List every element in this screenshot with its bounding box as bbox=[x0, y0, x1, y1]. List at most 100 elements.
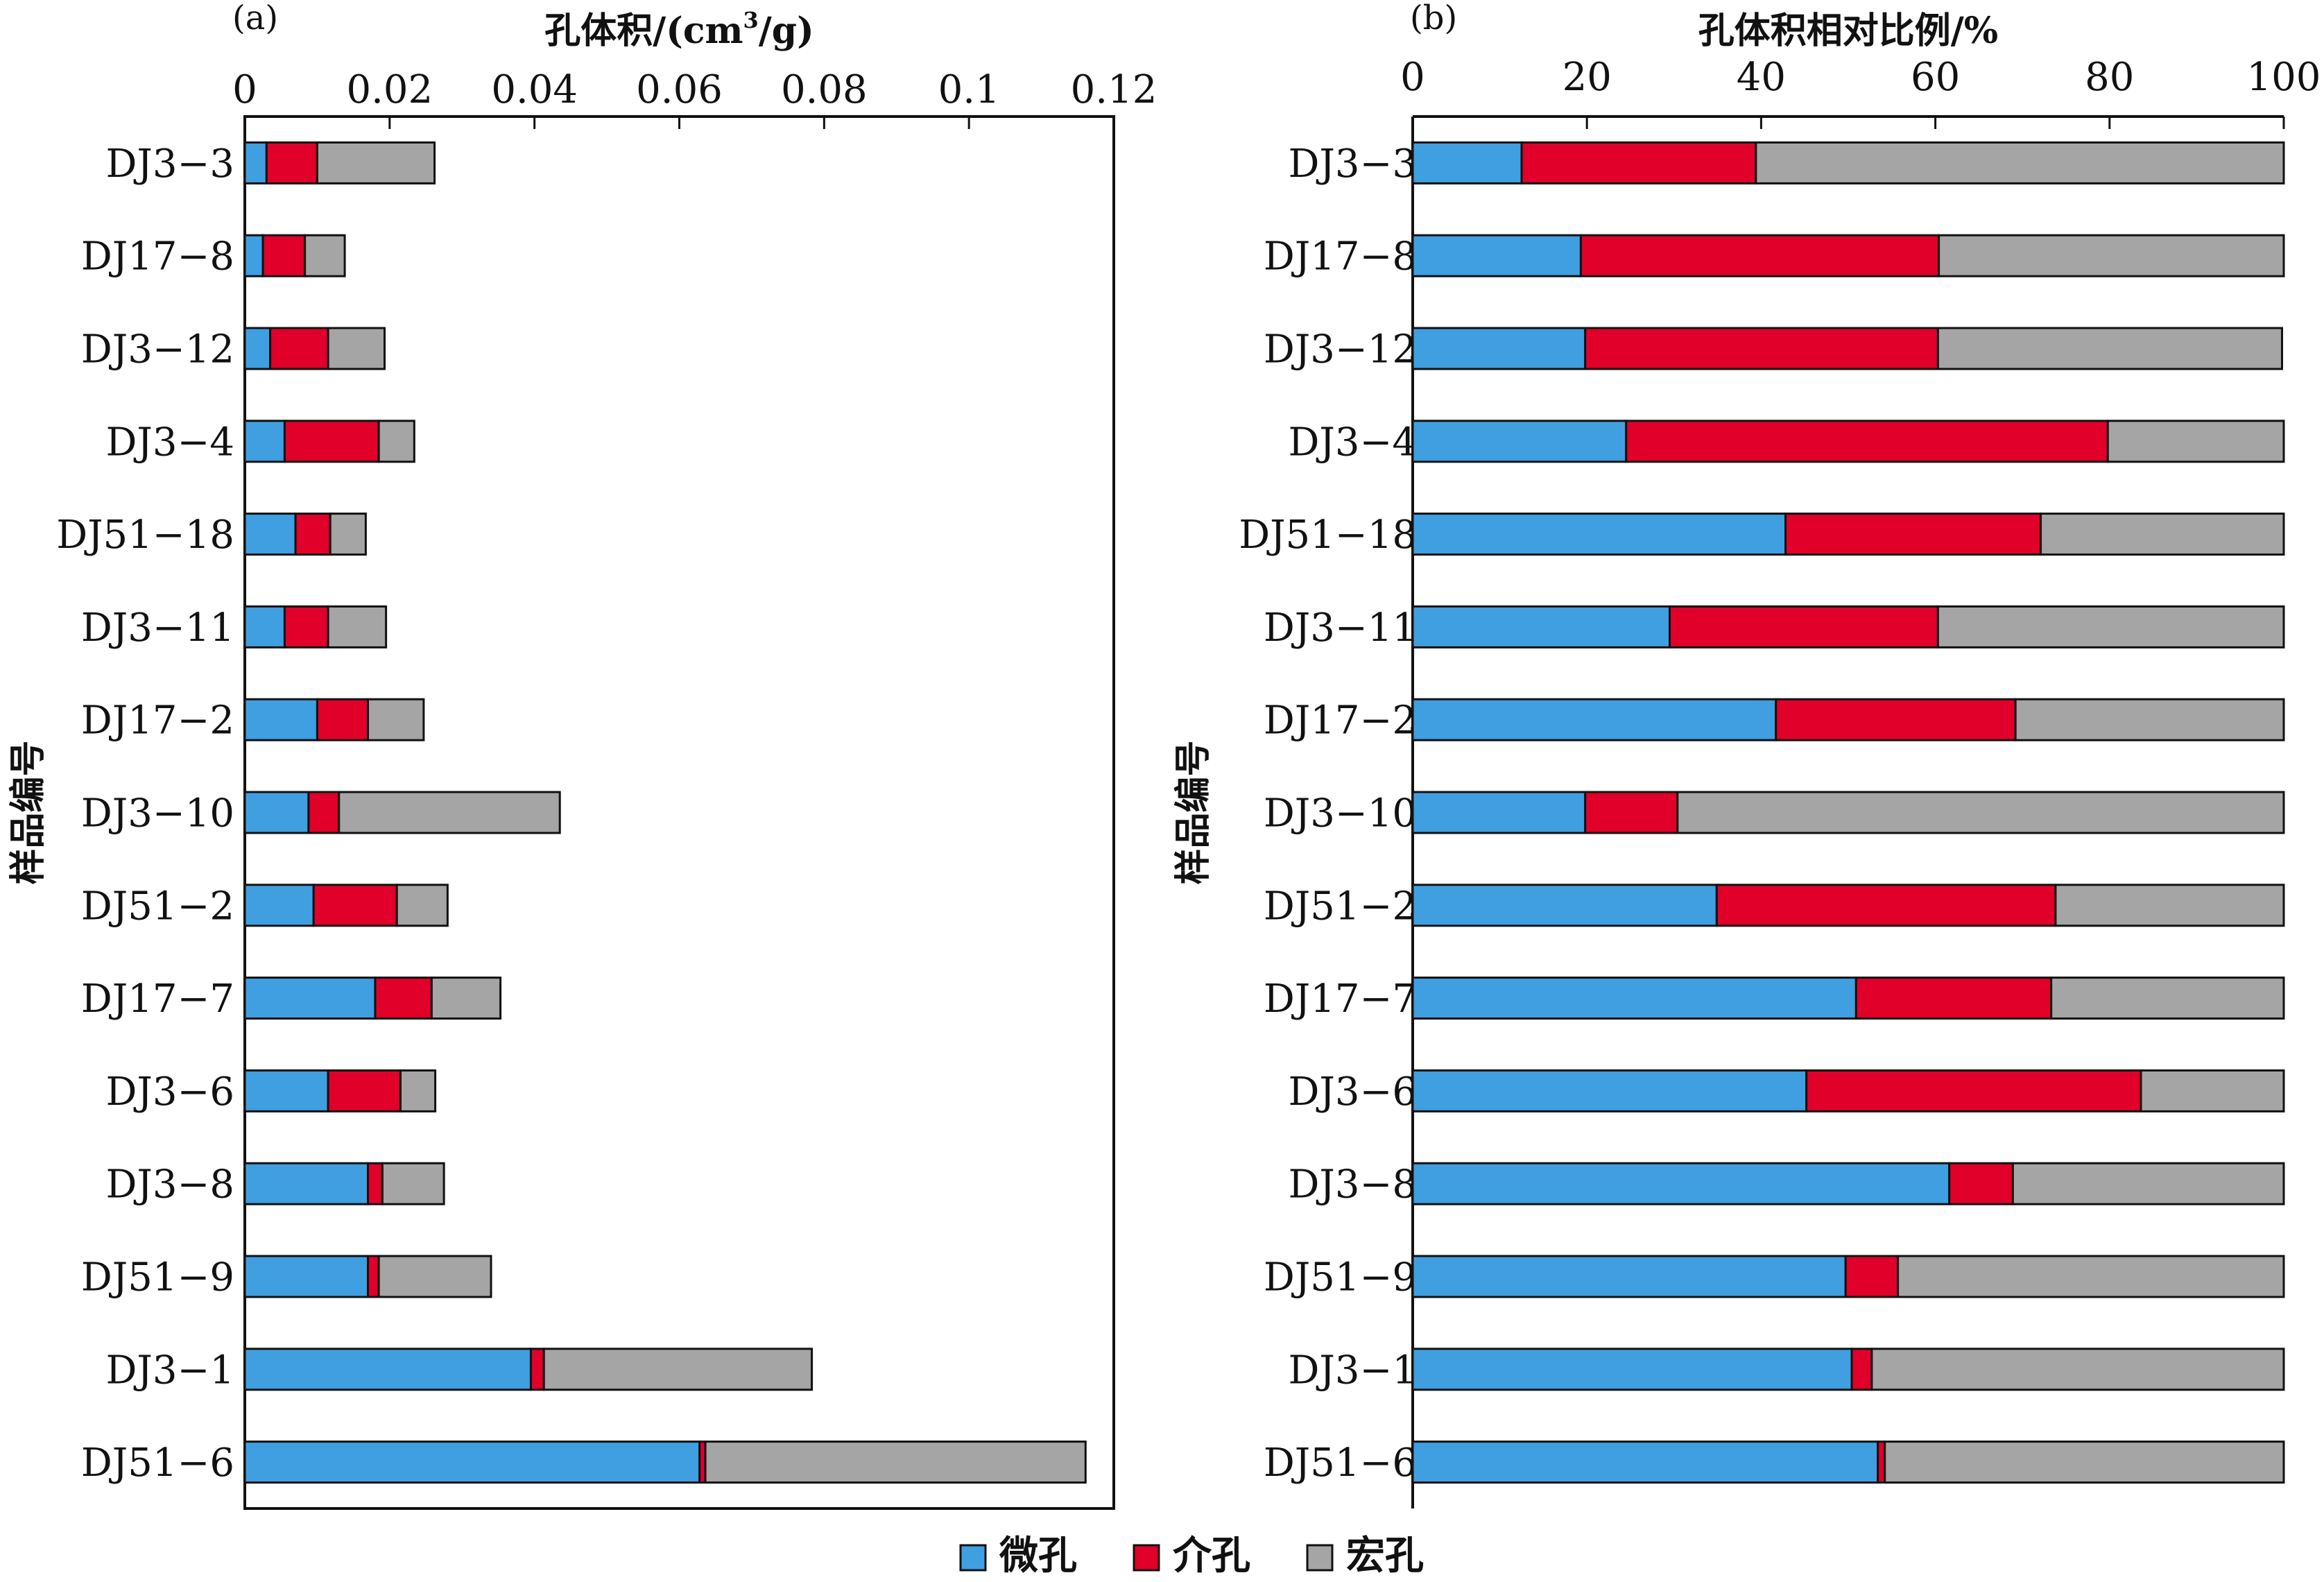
category-label: DJ17−2 bbox=[81, 698, 234, 743]
bar-segment-micro bbox=[243, 327, 272, 370]
bar-segment-micro bbox=[243, 791, 310, 834]
bar-segment-meso bbox=[1850, 1348, 1873, 1391]
category-label: DJ51−6 bbox=[81, 1441, 234, 1486]
bar-segment-micro bbox=[243, 141, 268, 184]
bar-segment-micro bbox=[243, 977, 377, 1020]
bar-segment-macro bbox=[381, 1162, 445, 1205]
legend-label-meso: 介孔 bbox=[1173, 1533, 1250, 1579]
category-label: DJ3−10 bbox=[81, 791, 234, 836]
x-tick-label: 0.04 bbox=[491, 67, 578, 112]
bar-segment-micro bbox=[243, 1162, 370, 1205]
bar-segment-micro bbox=[1411, 420, 1628, 463]
x-tick-label: 0.12 bbox=[1071, 67, 1157, 112]
category-label: DJ17−2 bbox=[1264, 698, 1417, 743]
category-label: DJ17−7 bbox=[1264, 977, 1417, 1022]
bar-segment-meso bbox=[283, 420, 380, 463]
panel-label: (a) bbox=[232, 0, 278, 37]
bar-segment-micro bbox=[243, 605, 286, 648]
bar-segment-macro bbox=[327, 605, 388, 648]
bar-segment-macro bbox=[2054, 884, 2285, 927]
category-label: DJ3−4 bbox=[1288, 420, 1417, 465]
bar-segment-macro bbox=[377, 1255, 492, 1298]
category-label: DJ3−1 bbox=[105, 1348, 234, 1393]
bar-segment-meso bbox=[367, 1162, 384, 1205]
x-axis-title: 孔体积相对比例/% bbox=[1698, 10, 1998, 52]
bar-segment-micro bbox=[243, 420, 286, 463]
bar-segment-macro bbox=[2014, 698, 2285, 741]
bar-segment-micro bbox=[1411, 234, 1582, 277]
bar-segment-meso bbox=[1784, 513, 2042, 556]
bar-segment-macro bbox=[542, 1348, 814, 1391]
bar-segment-macro bbox=[2140, 1069, 2285, 1112]
y-axis-title: 样品编号 bbox=[1172, 740, 1214, 884]
bar-segment-micro bbox=[1411, 1162, 1951, 1205]
panel-label: (b) bbox=[1410, 0, 1457, 37]
bar-segment-micro bbox=[1411, 605, 1671, 648]
bar-segment-meso bbox=[1584, 327, 1939, 370]
bar-segment-macro bbox=[329, 513, 367, 556]
category-label: DJ51−9 bbox=[81, 1255, 234, 1300]
bar-segment-meso bbox=[1520, 141, 1757, 184]
bar-segment-micro bbox=[1411, 1441, 1879, 1484]
bar-segment-meso bbox=[1854, 977, 2053, 1020]
category-label: DJ51−6 bbox=[1264, 1441, 1417, 1486]
category-label: DJ51−2 bbox=[1264, 884, 1417, 929]
bar-segment-macro bbox=[1870, 1348, 2285, 1391]
bar-segment-macro bbox=[377, 420, 415, 463]
panel-b-relative-proportion-chart: (b) 孔体积相对比例/% 0 20 40 60 80 100 样品编号 DJ3−3 DJ17−8 D… bbox=[1172, 0, 2321, 1508]
category-label: DJ51−2 bbox=[81, 884, 234, 929]
bar-segment-micro bbox=[243, 698, 318, 741]
legend-swatch-meso bbox=[1133, 1544, 1160, 1572]
x-tick-label: 100 bbox=[2247, 55, 2321, 100]
bar-segment-macro bbox=[1897, 1255, 2285, 1298]
bar-segment-macro bbox=[2040, 513, 2285, 556]
bar-segment-macro bbox=[1936, 605, 2285, 648]
category-label: DJ3−8 bbox=[105, 1162, 234, 1207]
y-axis-title: 样品编号 bbox=[7, 740, 49, 884]
bar-segment-macro bbox=[367, 698, 425, 741]
bar-segment-micro bbox=[243, 234, 264, 277]
bar-segment-meso bbox=[1877, 1441, 1886, 1484]
bar-segment-meso bbox=[269, 327, 329, 370]
category-label: DJ3−1 bbox=[1288, 1348, 1417, 1393]
bar-segment-macro bbox=[304, 234, 346, 277]
legend-label-micro: 微孔 bbox=[999, 1533, 1077, 1579]
x-tick-label: 60 bbox=[1911, 55, 1960, 100]
bar-segment-meso bbox=[1805, 1069, 2142, 1112]
bar-segment-meso bbox=[367, 1255, 380, 1298]
bar-segment-meso bbox=[265, 141, 318, 184]
bar-segment-macro bbox=[338, 791, 561, 834]
bar-segment-micro bbox=[243, 1069, 329, 1112]
x-tick-label: 0.08 bbox=[781, 67, 868, 112]
bar-segment-micro bbox=[1411, 791, 1587, 834]
bar-segment-meso bbox=[1669, 605, 1939, 648]
bar-segment-meso bbox=[327, 1069, 402, 1112]
bar-segment-micro bbox=[1411, 977, 1857, 1020]
category-label: DJ17−8 bbox=[81, 234, 234, 280]
x-tick-label: 0 bbox=[232, 67, 257, 112]
category-label: DJ3−3 bbox=[105, 141, 234, 187]
category-label: DJ3−10 bbox=[1264, 791, 1417, 836]
category-label: DJ3−12 bbox=[1264, 327, 1417, 372]
x-tick-label: 0.1 bbox=[938, 67, 1000, 112]
bar-segment-meso bbox=[312, 884, 398, 927]
bar-segment-micro bbox=[243, 513, 297, 556]
bar-segment-macro bbox=[399, 1069, 437, 1112]
category-label: DJ51−18 bbox=[56, 513, 234, 558]
category-label: DJ3−4 bbox=[105, 420, 234, 465]
category-label: DJ3−8 bbox=[1288, 1162, 1417, 1207]
legend-label-macro: 宏孔 bbox=[1346, 1533, 1424, 1579]
bar-segment-micro bbox=[1411, 698, 1778, 741]
bar-segment-macro bbox=[430, 977, 502, 1020]
legend-swatch-micro bbox=[959, 1544, 987, 1572]
category-label: DJ3−12 bbox=[81, 327, 234, 372]
bar-segment-micro bbox=[243, 884, 315, 927]
bar-segment-macro bbox=[2050, 977, 2285, 1020]
bar-segment-meso bbox=[374, 977, 433, 1020]
bar-segment-macro bbox=[704, 1441, 1087, 1484]
category-label: DJ51−9 bbox=[1264, 1255, 1417, 1300]
bar-segment-meso bbox=[307, 791, 341, 834]
bar-segment-macro bbox=[2011, 1162, 2285, 1205]
bar-segment-meso bbox=[1844, 1255, 1900, 1298]
